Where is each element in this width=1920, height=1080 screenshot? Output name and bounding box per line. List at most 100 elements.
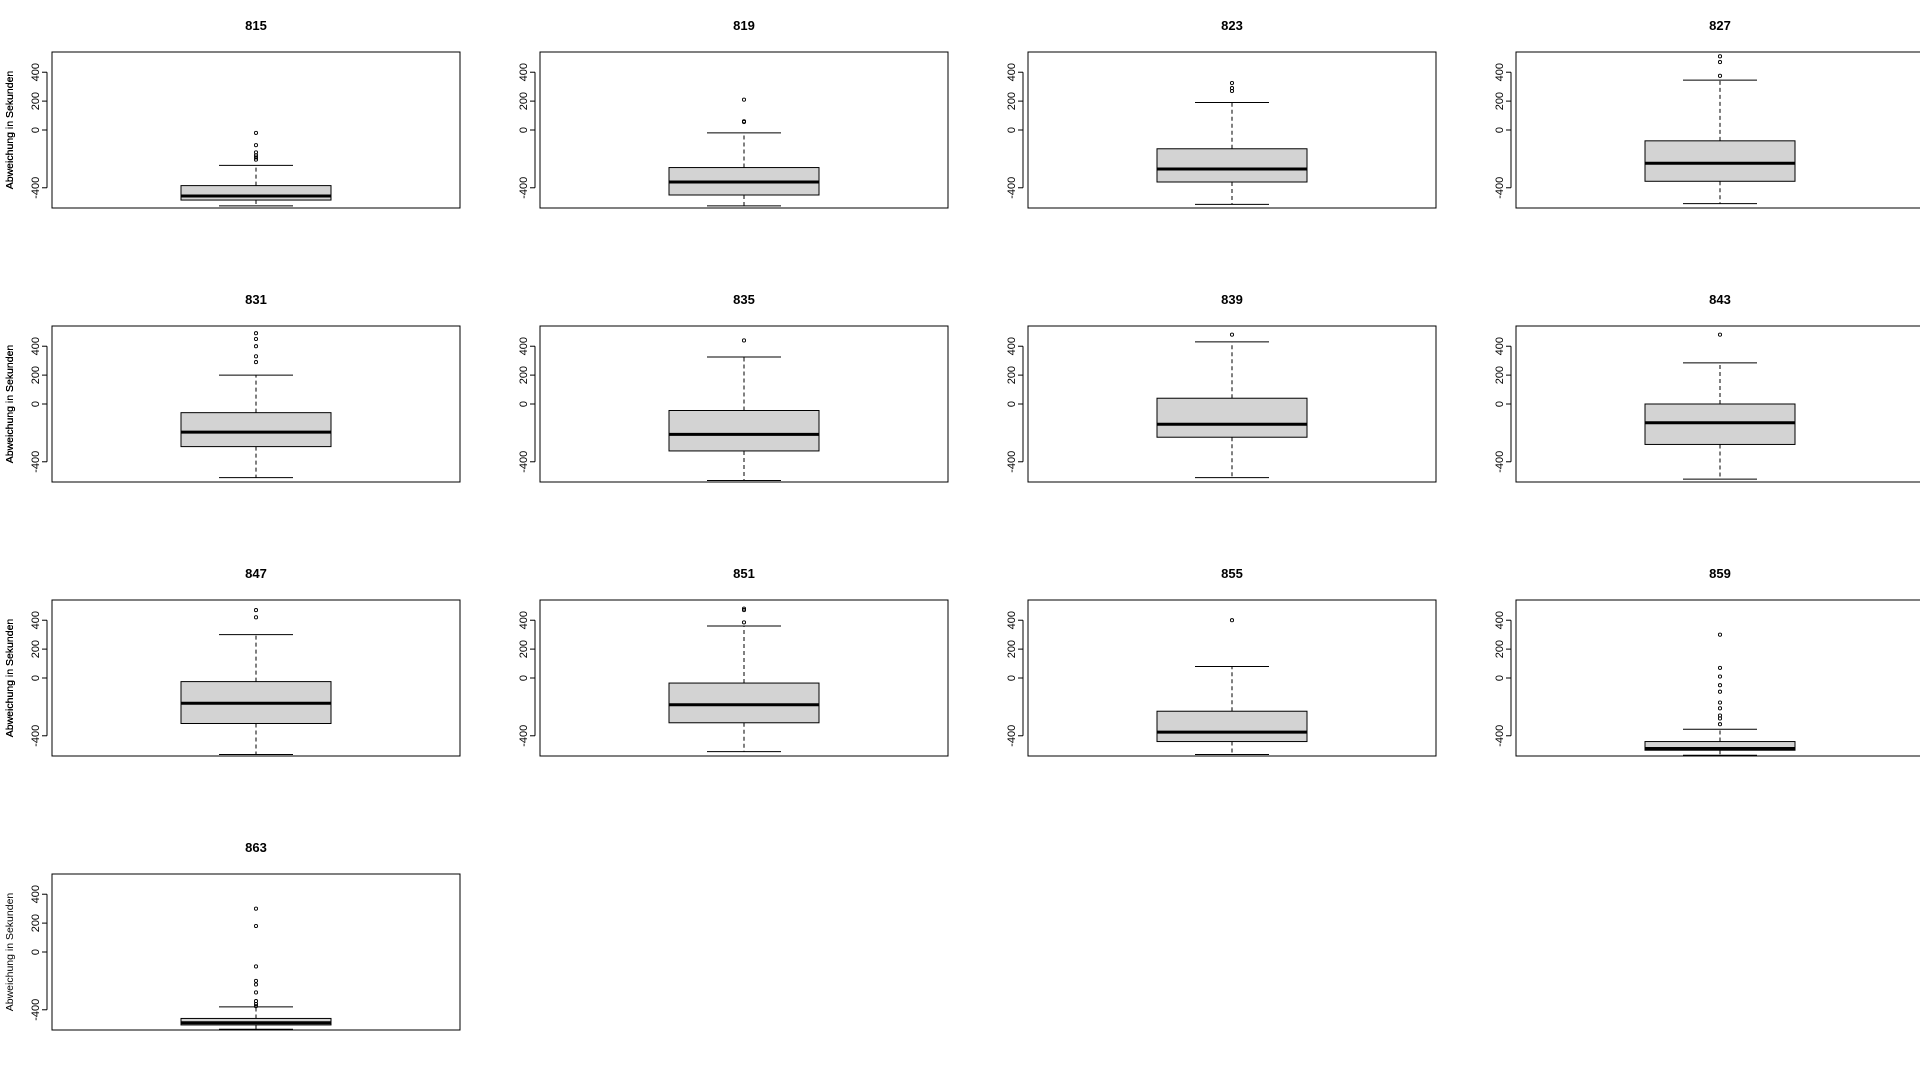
y-tick-label: -400 (1006, 451, 1018, 473)
panel-title: 819 (733, 18, 755, 33)
iqr-box (1644, 741, 1796, 751)
y-axis-label: Abweichung in Sekunden (4, 345, 16, 464)
y-tick-label: 400 (30, 337, 42, 355)
outlier-point (1717, 332, 1723, 337)
outlier-point (1717, 706, 1723, 711)
y-axis-label: Abweichung in Sekunden (4, 71, 16, 190)
outlier-point (253, 1004, 259, 1009)
y-tick-label: 200 (1006, 366, 1018, 384)
plot-frame (51, 325, 461, 483)
boxplot-panel: 819 -400 0 200 400 Abweichung in Sekunden (4, 18, 949, 209)
plot-frame (1515, 51, 1920, 209)
y-tick-label: 200 (518, 640, 530, 658)
y-tick-label: 200 (1494, 640, 1506, 658)
y-tick-label: -400 (518, 725, 530, 747)
outlier-point (1717, 60, 1723, 65)
panel-title: 839 (1221, 292, 1243, 307)
outlier-point (1717, 665, 1723, 670)
outlier-point (1717, 54, 1723, 59)
outlier-point (741, 338, 747, 343)
y-tick-label: 400 (1006, 63, 1018, 81)
panel-title: 831 (245, 292, 267, 307)
outlier-point (1717, 722, 1723, 727)
iqr-box (1644, 140, 1796, 182)
iqr-box (668, 682, 820, 724)
plot-frame (539, 51, 949, 209)
y-tick-label: 0 (518, 127, 530, 133)
boxplot-panel: 855 -400 0 200 400 Abweichung in Sekunden (4, 566, 1437, 757)
y-tick-label: 0 (30, 127, 42, 133)
y-tick-label: -400 (30, 999, 42, 1021)
outlier-point (253, 155, 259, 160)
plot-frame (1027, 325, 1437, 483)
y-axis-label: Abweichung in Sekunden (4, 71, 16, 190)
y-tick-label: 200 (30, 366, 42, 384)
y-axis-label: Abweichung in Sekunden (4, 345, 16, 464)
iqr-box (1156, 710, 1308, 743)
y-tick-label: 0 (1006, 675, 1018, 681)
plot-frame (51, 51, 461, 209)
outlier-point (253, 331, 259, 336)
y-tick-label: -400 (30, 725, 42, 747)
outlier-point (253, 982, 259, 987)
boxplot-panel: 827 -400 0 200 400 Abweichung in Sekunden (4, 18, 1920, 209)
y-tick-label: 0 (1494, 127, 1506, 133)
outlier-point (253, 344, 259, 349)
plot-frame (539, 325, 949, 483)
iqr-box (180, 412, 332, 448)
outlier-point (253, 157, 259, 162)
plot-frame (1027, 51, 1437, 209)
y-tick-label: 200 (30, 914, 42, 932)
plot-frame (51, 873, 461, 1031)
outlier-point (741, 608, 747, 613)
boxplot-panel: 839 -400 0 200 400 Abweichung in Sekunden (4, 292, 1437, 483)
y-tick-label: -400 (1494, 725, 1506, 747)
iqr-box (1156, 397, 1308, 438)
outlier-point (253, 608, 259, 613)
y-tick-label: 0 (30, 401, 42, 407)
iqr-box (1156, 148, 1308, 183)
plot-frame (51, 599, 461, 757)
panel-title: 823 (1221, 18, 1243, 33)
boxplot-panel: 843 -400 0 200 400 Abweichung in Sekunden (4, 292, 1920, 483)
outlier-point (1717, 73, 1723, 78)
y-tick-label: 0 (1494, 401, 1506, 407)
y-tick-label: 400 (518, 63, 530, 81)
outlier-point (1229, 81, 1235, 86)
y-axis-label: Abweichung in Sekunden (4, 619, 16, 738)
outlier-point (1717, 716, 1723, 721)
y-tick-label: 0 (1494, 675, 1506, 681)
outlier-point (253, 990, 259, 995)
outlier-point (1717, 632, 1723, 637)
y-tick-label: 400 (1006, 337, 1018, 355)
y-tick-label: 400 (1494, 63, 1506, 81)
outlier-point (253, 964, 259, 969)
y-tick-label: 400 (1494, 337, 1506, 355)
panel-title: 835 (733, 292, 755, 307)
y-tick-label: 200 (518, 366, 530, 384)
outlier-point (253, 360, 259, 365)
y-axis-label: Abweichung in Sekunden (4, 345, 16, 464)
y-tick-label: -400 (1494, 177, 1506, 199)
iqr-box (180, 185, 332, 201)
y-tick-label: 400 (30, 63, 42, 81)
y-tick-label: -400 (1006, 725, 1018, 747)
panel-title: 847 (245, 566, 267, 581)
y-tick-label: 0 (30, 675, 42, 681)
y-tick-label: 200 (1494, 366, 1506, 384)
y-tick-label: 200 (30, 92, 42, 110)
panel-title: 827 (1709, 18, 1731, 33)
y-tick-label: -400 (30, 451, 42, 473)
y-tick-label: -400 (1006, 177, 1018, 199)
y-axis-label: Abweichung in Sekunden (4, 619, 16, 738)
outlier-point (1229, 618, 1235, 623)
panel-title: 863 (245, 840, 267, 855)
outlier-point (253, 923, 259, 929)
y-tick-label: 200 (1494, 92, 1506, 110)
boxplot-panel: 823 -400 0 200 400 Abweichung in Sekunden (4, 18, 1437, 209)
y-tick-label: -400 (518, 451, 530, 473)
outlier-point (1229, 86, 1235, 91)
y-tick-label: 200 (1006, 92, 1018, 110)
boxplot-panel: 831 -400 0 200 400 Abweichung in Sekunden (4, 292, 461, 483)
